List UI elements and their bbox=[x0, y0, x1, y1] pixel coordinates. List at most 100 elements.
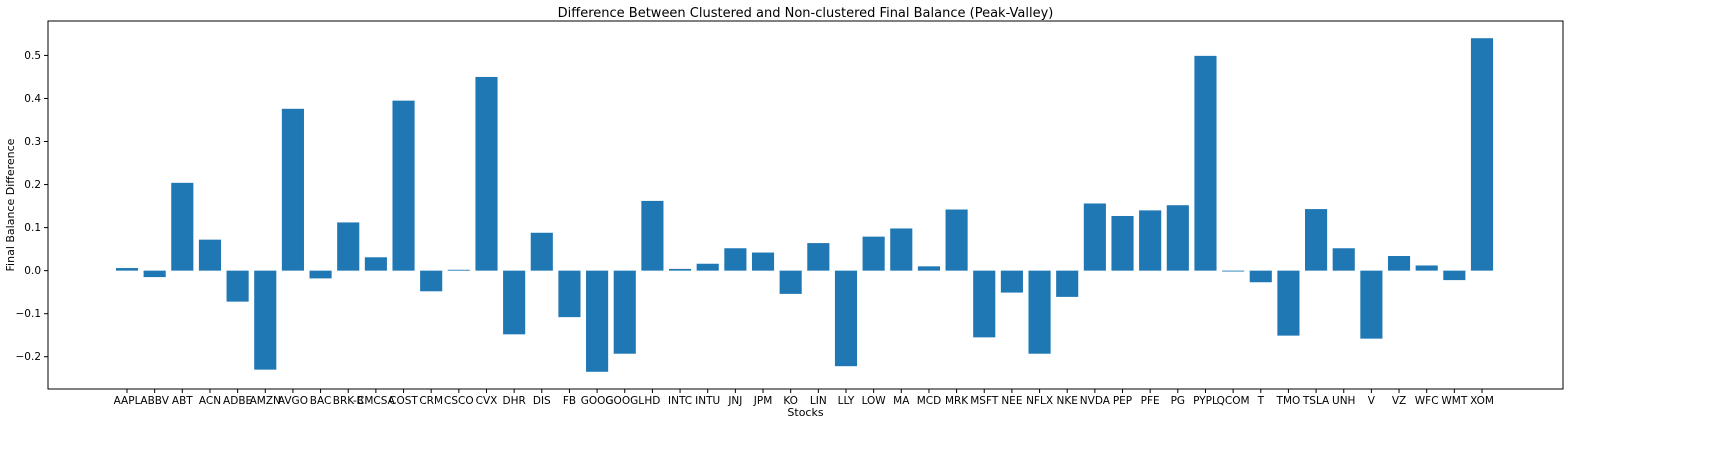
x-tick-label: GOOG bbox=[581, 395, 614, 407]
bar-qcom bbox=[1222, 270, 1245, 272]
x-tick-label: MA bbox=[893, 395, 910, 407]
bar-v bbox=[1360, 270, 1383, 339]
bar-brk-b bbox=[337, 222, 360, 271]
x-tick-label: DIS bbox=[533, 395, 551, 407]
bar-dis bbox=[530, 232, 553, 271]
bar-lin bbox=[807, 243, 830, 271]
x-tick-label: CVX bbox=[476, 395, 498, 407]
bar-wmt bbox=[1443, 270, 1466, 281]
bars-group bbox=[115, 38, 1494, 372]
bar-vz bbox=[1387, 256, 1411, 271]
x-tick-label: CRM bbox=[419, 395, 443, 407]
bar-crm bbox=[420, 270, 443, 292]
bar-msft bbox=[973, 270, 996, 338]
plot-frame bbox=[47, 20, 1564, 390]
y-axis-ticks: −0.2 −0.1 0.0 0.1 0.2 0.3 0.4 0.5 bbox=[16, 50, 48, 363]
x-tick-label: BAC bbox=[310, 395, 332, 407]
bar-adbe bbox=[226, 270, 249, 302]
x-tick-label: PFE bbox=[1141, 395, 1160, 407]
bar-pg bbox=[1166, 205, 1189, 271]
chart-title: Difference Between Clustered and Non-clu… bbox=[558, 6, 1054, 21]
bar-hd bbox=[641, 200, 664, 271]
bar-cost bbox=[392, 100, 415, 271]
bar-abbv bbox=[143, 270, 166, 278]
bar-lly bbox=[834, 270, 858, 367]
x-tick-label: MRK bbox=[945, 395, 969, 407]
bar-nke bbox=[1056, 270, 1079, 297]
x-tick-label: UNH bbox=[1332, 395, 1355, 407]
bar-googl bbox=[613, 270, 636, 354]
y-tick-label: 0.1 bbox=[24, 222, 41, 234]
bar-pfe bbox=[1139, 210, 1162, 271]
x-tick-label: LIN bbox=[810, 395, 827, 407]
x-tick-label: PEP bbox=[1113, 395, 1132, 407]
bar-intu bbox=[696, 263, 719, 271]
x-tick-label: XOM bbox=[1470, 395, 1494, 407]
x-tick-label: INTC bbox=[668, 395, 692, 407]
bar-jnj bbox=[724, 248, 747, 271]
bar-cvx bbox=[475, 76, 498, 271]
x-axis-label: Stocks bbox=[787, 406, 823, 419]
x-tick-label: VZ bbox=[1392, 395, 1406, 407]
y-axis-label: Final Balance Difference bbox=[4, 138, 17, 271]
bar-xom bbox=[1470, 38, 1494, 271]
y-tick-label: 0.5 bbox=[24, 50, 41, 62]
y-tick-label: 0.4 bbox=[24, 93, 41, 105]
bar-csco bbox=[447, 269, 470, 271]
bar-aapl bbox=[115, 268, 139, 271]
bar-pypl bbox=[1194, 55, 1217, 271]
x-tick-label: NKE bbox=[1057, 395, 1078, 407]
bar-cmcsa bbox=[364, 257, 387, 271]
bar-tmo bbox=[1277, 270, 1300, 336]
bar-fb bbox=[558, 270, 581, 318]
bar-mcd bbox=[917, 266, 940, 271]
bar-abt bbox=[171, 182, 194, 271]
x-tick-label: ACN bbox=[199, 395, 221, 407]
x-tick-label: CMCSA bbox=[357, 395, 396, 407]
bar-nee bbox=[1000, 270, 1023, 293]
x-tick-label: V bbox=[1368, 395, 1376, 407]
y-tick-label: −0.2 bbox=[16, 351, 42, 363]
bar-ma bbox=[890, 228, 913, 271]
bar-unh bbox=[1332, 248, 1355, 271]
bar-ko bbox=[779, 270, 802, 294]
x-tick-label: TMO bbox=[1276, 395, 1301, 407]
x-tick-label: WFC bbox=[1415, 395, 1439, 407]
x-tick-label: FB bbox=[563, 395, 576, 407]
bar-t bbox=[1249, 270, 1272, 283]
bar-pep bbox=[1111, 215, 1134, 271]
bar-dhr bbox=[503, 270, 526, 335]
x-tick-label: ADBE bbox=[223, 395, 252, 407]
x-tick-label: WMT bbox=[1441, 395, 1467, 407]
bar-goog bbox=[586, 270, 609, 372]
x-tick-label: INTU bbox=[695, 395, 720, 407]
bar-nflx bbox=[1028, 270, 1051, 354]
bar-amzn bbox=[254, 270, 277, 370]
bar-tsla bbox=[1305, 209, 1328, 271]
y-tick-label: 0.2 bbox=[24, 179, 41, 191]
bar-low bbox=[862, 236, 885, 271]
x-tick-label: NEE bbox=[1001, 395, 1022, 407]
bar-wfc bbox=[1415, 265, 1438, 271]
y-tick-label: −0.1 bbox=[16, 308, 42, 320]
bar-mrk bbox=[945, 209, 968, 271]
x-tick-label: PG bbox=[1171, 395, 1185, 407]
x-tick-label: QCOM bbox=[1217, 395, 1250, 407]
bar-jpm bbox=[751, 252, 775, 271]
x-tick-label: GOOGL bbox=[605, 395, 644, 407]
x-tick-label: LOW bbox=[862, 395, 887, 407]
x-tick-label: JPM bbox=[753, 395, 773, 407]
bar-acn bbox=[198, 239, 222, 271]
bar-intc bbox=[669, 268, 692, 271]
x-tick-label: JNJ bbox=[727, 395, 742, 407]
y-tick-label: 0.0 bbox=[24, 265, 41, 277]
x-tick-label: NVDA bbox=[1080, 395, 1111, 407]
x-tick-label: TSLA bbox=[1302, 395, 1330, 407]
x-tick-label: BRK-B bbox=[333, 395, 364, 407]
x-tick-label: KO bbox=[783, 395, 798, 407]
bar-avgo bbox=[281, 108, 304, 271]
x-tick-label: T bbox=[1257, 395, 1265, 407]
x-tick-label: CSCO bbox=[444, 395, 474, 407]
